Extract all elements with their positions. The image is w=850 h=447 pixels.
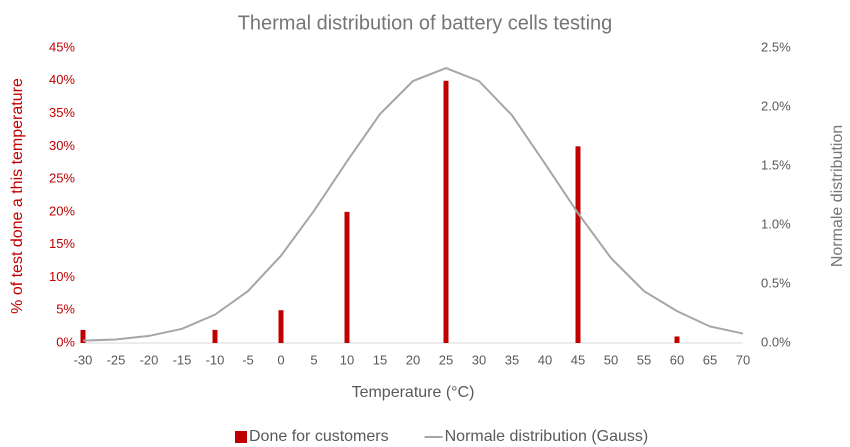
y2-axis-title: Normale distribution bbox=[829, 125, 846, 267]
x-tick-label: 30 bbox=[472, 352, 486, 367]
x-tick-label: 50 bbox=[604, 352, 618, 367]
x-tick-label: 65 bbox=[703, 352, 717, 367]
y-tick-label: 20% bbox=[49, 203, 75, 218]
x-tick-label: 35 bbox=[505, 352, 519, 367]
y2-tick-label: 1.5% bbox=[761, 157, 791, 172]
bar bbox=[80, 329, 86, 343]
x-tick-label: 60 bbox=[670, 352, 684, 367]
x-tick-label: -15 bbox=[173, 352, 192, 367]
x-tick-label: -30 bbox=[74, 352, 93, 367]
x-tick-label: -25 bbox=[107, 352, 126, 367]
legend-label: Normale distribution (Gauss) bbox=[445, 428, 649, 445]
y2-tick-label: 1.0% bbox=[761, 216, 791, 231]
y-tick-label: 10% bbox=[49, 269, 75, 284]
y-tick-label: 15% bbox=[49, 236, 75, 251]
x-tick-label: 45 bbox=[571, 352, 585, 367]
legend-label: Done for customers bbox=[249, 428, 389, 445]
bar bbox=[674, 336, 680, 343]
x-tick-label: 5 bbox=[310, 352, 317, 367]
y-tick-label: 30% bbox=[49, 138, 75, 153]
x-tick-label: 25 bbox=[439, 352, 453, 367]
x-tick-label: -10 bbox=[206, 352, 225, 367]
y-tick-label: 25% bbox=[49, 171, 75, 186]
y2-tick-label: 2.5% bbox=[761, 39, 791, 54]
y-tick-label: 45% bbox=[49, 39, 75, 54]
y-tick-label: 5% bbox=[56, 302, 75, 317]
x-axis-title: Temperature (°C) bbox=[352, 384, 475, 401]
chart-title: Thermal distribution of battery cells te… bbox=[238, 12, 613, 34]
bar bbox=[344, 211, 350, 343]
y-tick-label: 0% bbox=[56, 334, 75, 349]
bar bbox=[278, 310, 284, 343]
x-tick-label: 0 bbox=[277, 352, 284, 367]
bar bbox=[575, 146, 581, 343]
y-tick-label: 40% bbox=[49, 72, 75, 87]
y2-tick-label: 0.0% bbox=[761, 334, 791, 349]
x-tick-label: 70 bbox=[736, 352, 750, 367]
bar bbox=[212, 329, 218, 343]
x-tick-label: -5 bbox=[242, 352, 254, 367]
y2-tick-label: 0.5% bbox=[761, 275, 791, 290]
line-series bbox=[82, 66, 744, 342]
bar bbox=[443, 80, 449, 344]
x-tick-label: 55 bbox=[637, 352, 651, 367]
x-tick-label: -20 bbox=[140, 352, 159, 367]
x-tick-label: 20 bbox=[406, 352, 420, 367]
legend-swatch bbox=[235, 431, 247, 443]
x-tick-label: 15 bbox=[373, 352, 387, 367]
y-tick-label: 35% bbox=[49, 105, 75, 120]
x-tick-label: 40 bbox=[538, 352, 552, 367]
y2-tick-label: 2.0% bbox=[761, 98, 791, 113]
x-tick-label: 10 bbox=[340, 352, 354, 367]
y-axis-title: % of test done a this temperature bbox=[9, 78, 26, 314]
